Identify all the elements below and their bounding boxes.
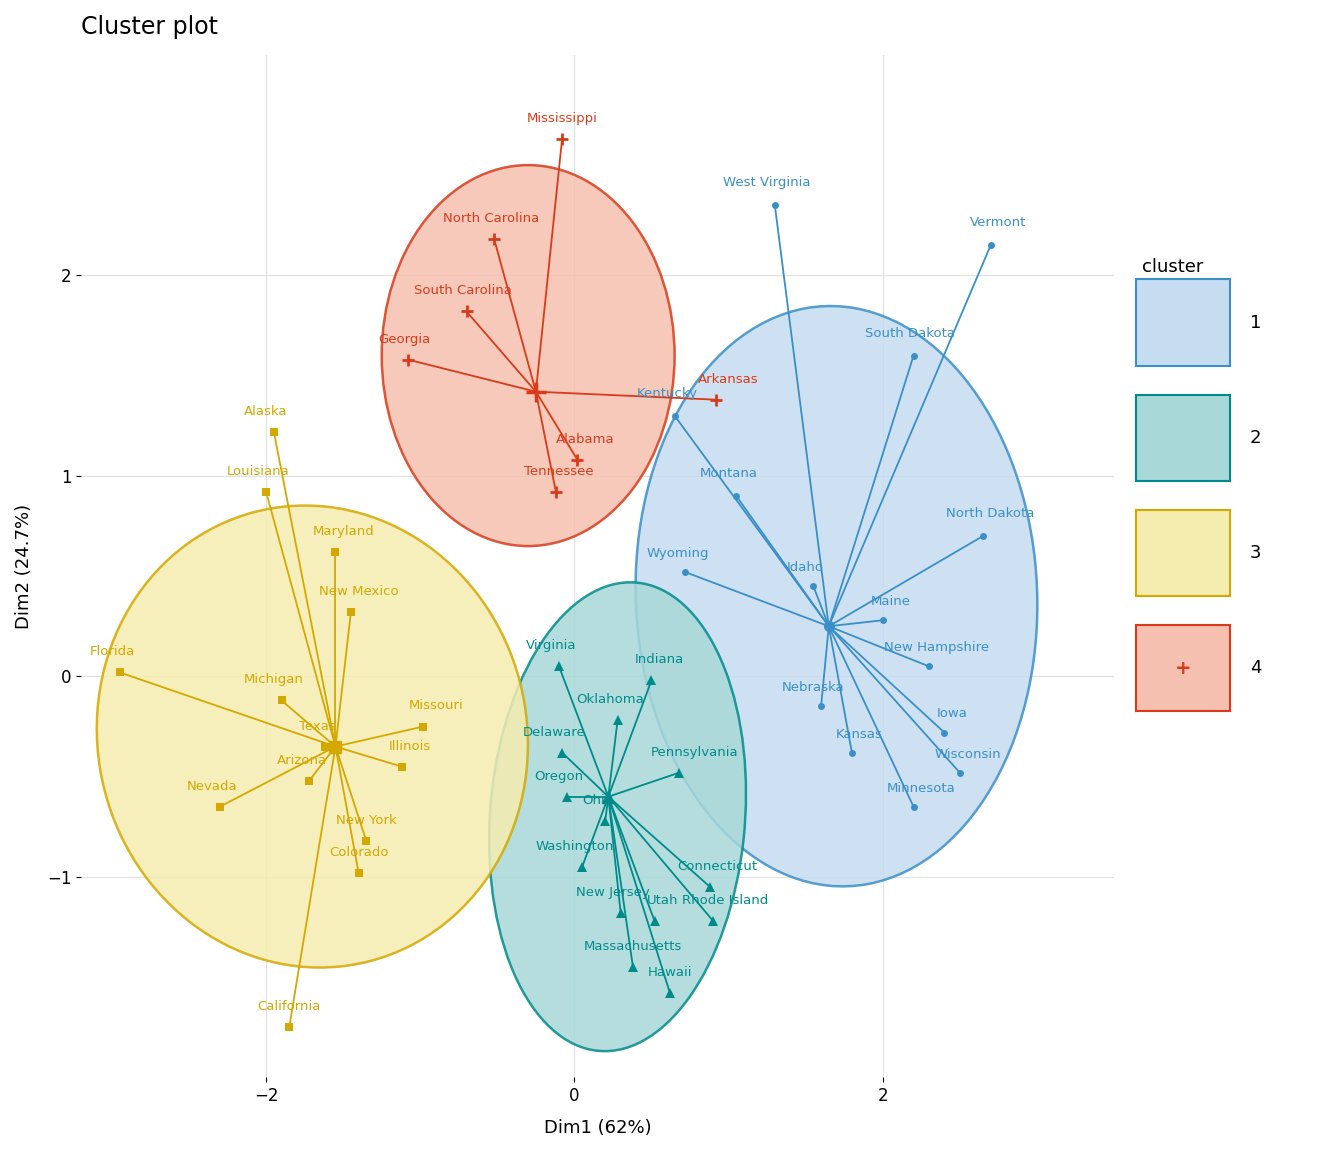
Ellipse shape [382,165,675,546]
Text: Hawaii: Hawaii [648,967,692,979]
Text: Georgia: Georgia [379,333,431,346]
Text: California: California [258,1000,321,1014]
Text: +: + [1175,659,1191,677]
Text: Ohio: Ohio [582,794,613,806]
Text: Indiana: Indiana [634,653,684,666]
Text: cluster: cluster [1142,258,1204,276]
Text: South Dakota: South Dakota [866,326,956,340]
Text: Alaska: Alaska [245,404,288,418]
Text: North Carolina: North Carolina [444,212,539,226]
Text: 2: 2 [1250,429,1262,447]
Text: Vermont: Vermont [970,217,1027,229]
Text: Connecticut: Connecticut [677,859,758,873]
Text: Delaware: Delaware [523,726,586,738]
Text: South Carolina: South Carolina [414,285,512,297]
Text: Illinois: Illinois [388,740,430,752]
Text: 4: 4 [1250,659,1262,677]
Text: Maine: Maine [871,596,910,608]
Text: Iowa: Iowa [937,707,968,720]
Text: Michigan: Michigan [243,674,304,687]
Text: Wisconsin: Wisconsin [934,748,1001,760]
Text: 1: 1 [1250,313,1261,332]
Ellipse shape [489,582,746,1051]
Text: Nebraska: Nebraska [782,682,844,695]
Text: Tennessee: Tennessee [524,465,594,478]
Text: Idaho: Idaho [788,561,824,574]
Text: Arkansas: Arkansas [699,372,759,386]
Text: New Hampshire: New Hampshire [884,642,989,654]
Text: 3: 3 [1250,544,1262,562]
Text: North Dakota: North Dakota [946,507,1035,520]
Text: Oregon: Oregon [535,770,583,782]
Text: Arizona: Arizona [277,753,327,766]
Text: Texas: Texas [298,720,336,733]
Text: Kentucky: Kentucky [637,387,698,400]
Y-axis label: Dim2 (24.7%): Dim2 (24.7%) [15,503,34,629]
Text: New Jersey: New Jersey [577,886,650,899]
Text: Utah: Utah [646,894,677,907]
Ellipse shape [97,506,528,968]
Text: Washington: Washington [535,840,614,852]
Text: Wyoming: Wyoming [646,547,708,560]
Text: Pennsylvania: Pennsylvania [650,745,738,759]
Text: Colorado: Colorado [329,846,388,859]
Text: Kansas: Kansas [836,728,883,741]
Text: Oklahoma: Oklahoma [577,694,644,706]
X-axis label: Dim1 (62%): Dim1 (62%) [544,1119,652,1137]
Text: Mississippi: Mississippi [527,112,598,126]
Text: New York: New York [336,813,396,827]
Text: West Virginia: West Virginia [723,176,810,189]
Text: Rhode Island: Rhode Island [683,894,769,907]
Text: Minnesota: Minnesota [887,782,956,795]
Ellipse shape [636,306,1038,886]
Text: Cluster plot: Cluster plot [81,15,218,39]
Text: New Mexico: New Mexico [319,585,398,598]
Text: Maryland: Maryland [312,525,374,538]
Text: Missouri: Missouri [409,699,464,712]
Text: Alabama: Alabama [556,433,614,446]
Text: Nevada: Nevada [187,780,238,793]
Text: Virginia: Virginia [526,639,577,652]
Text: Montana: Montana [700,467,758,480]
Text: Massachusetts: Massachusetts [583,940,683,953]
Text: Florida: Florida [89,645,134,658]
Text: Louisiana: Louisiana [227,465,290,478]
